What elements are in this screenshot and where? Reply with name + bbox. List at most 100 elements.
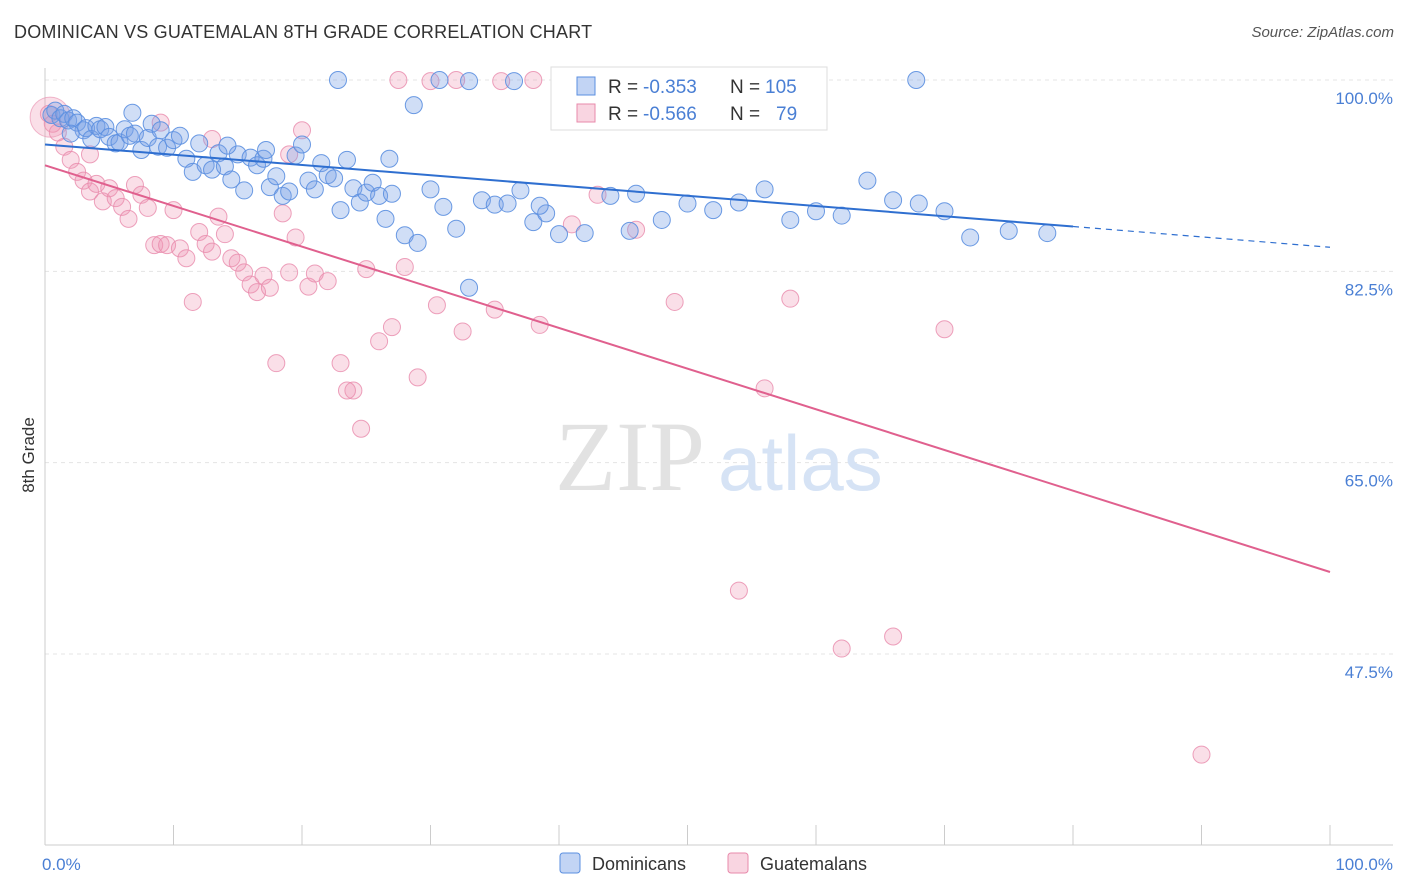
legend-r-label-1: R =	[608, 77, 638, 98]
dominican-point	[325, 169, 344, 188]
dominican-point	[260, 178, 279, 197]
guatemalan-point	[382, 318, 401, 337]
guatemalan-point	[331, 354, 350, 373]
dominicans-trend-extension	[1072, 225, 1331, 248]
dominican-point	[755, 180, 774, 199]
guatemalan-point	[138, 198, 157, 217]
dominican-point	[575, 224, 594, 243]
guatemalan-point	[389, 71, 408, 89]
dominican-point	[222, 170, 241, 189]
watermark-atlas: atlas	[718, 419, 883, 507]
dominican-point	[999, 221, 1018, 240]
dominican-point	[537, 204, 556, 223]
guatemalan-point	[151, 235, 170, 253]
dominican-point	[235, 181, 254, 200]
guatemalan-point	[228, 253, 247, 272]
guatemalan-point	[119, 209, 138, 228]
guatemalan-point	[665, 292, 684, 311]
dominican-point	[142, 114, 161, 133]
dominican-point	[96, 118, 115, 137]
dominican-point	[380, 149, 399, 168]
x-tick-label-min: 0.0%	[42, 855, 81, 874]
guatemalan-point	[267, 354, 286, 373]
dominican-point	[421, 180, 440, 199]
dominican-point	[909, 194, 928, 213]
guatemalan-point	[80, 182, 99, 201]
dominican-point	[293, 135, 311, 154]
dominican-point	[601, 186, 620, 205]
dominican-point	[363, 173, 382, 192]
dominican-point	[328, 71, 347, 89]
dominican-point	[350, 193, 369, 212]
dominican-point	[331, 201, 350, 220]
dominican-point	[550, 225, 568, 244]
legend-n-label-1: N =	[730, 77, 760, 98]
y-tick-label: 65.0%	[1345, 472, 1393, 491]
dominican-point	[652, 210, 671, 229]
guatemalan-point	[408, 368, 427, 387]
dominican-point	[123, 103, 142, 122]
dominican-point	[781, 210, 800, 229]
dominicans-points	[42, 71, 1057, 297]
dominican-point	[218, 136, 237, 155]
legend-n-value-2: 79	[776, 104, 797, 125]
dominican-point	[447, 219, 466, 238]
guatemalan-point	[344, 381, 363, 400]
dominican-point	[100, 127, 119, 146]
guatemalan-point	[337, 381, 356, 400]
legend-n-value-1: 105	[765, 77, 797, 98]
dominican-point	[678, 194, 697, 213]
legend-r-label-2: R =	[608, 104, 638, 125]
dominican-point	[305, 180, 324, 199]
dominican-point	[1038, 224, 1057, 243]
dominican-point	[404, 96, 423, 115]
guatemalan-point	[286, 228, 305, 247]
guatemalans-trend-line	[44, 164, 1331, 573]
guatemalan-point	[935, 320, 954, 339]
guatemalan-point	[280, 263, 299, 282]
guatemalan-point	[196, 235, 215, 253]
dominican-point	[832, 206, 851, 225]
guatemalan-point	[562, 215, 581, 234]
guatemalans-points	[29, 71, 1211, 764]
dominican-point	[620, 221, 639, 240]
dominican-point	[907, 71, 926, 89]
dominican-point	[729, 193, 748, 212]
guatemalan-point	[588, 185, 607, 204]
dominican-point	[68, 113, 87, 132]
axes	[44, 68, 1393, 846]
guatemalan-point	[352, 419, 371, 438]
dominican-point	[704, 201, 723, 220]
y-tick-label: 47.5%	[1345, 663, 1393, 682]
guatemalan-point	[80, 145, 99, 164]
dominican-point	[382, 184, 401, 203]
trend-lines	[44, 143, 1331, 573]
guatemalan-point	[280, 145, 299, 164]
watermark-zip: ZIP	[555, 401, 705, 512]
guatemalan-point	[299, 277, 318, 296]
guatemalan-point	[203, 242, 222, 261]
guatemalan-point	[273, 204, 292, 223]
guatemalan-point	[524, 71, 543, 89]
dominican-point	[961, 228, 980, 247]
bottom-legend-swatch-dominicans	[559, 852, 581, 874]
guatemalan-point	[395, 257, 414, 276]
guatemalan-point	[492, 72, 511, 91]
dominican-point	[511, 181, 530, 200]
guatemalan-point	[1192, 745, 1211, 764]
guatemalan-point	[427, 296, 446, 315]
dominican-point	[430, 71, 449, 89]
guatemalan-point	[370, 332, 389, 351]
dominican-point	[530, 196, 549, 215]
dominican-point	[170, 126, 189, 145]
series-legend: Dominicans Guatemalans	[559, 852, 867, 874]
y-tick-label: 100.0%	[1335, 89, 1393, 108]
dominican-point	[280, 182, 299, 201]
legend-n-label-2: N =	[730, 104, 760, 125]
guatemalan-point	[164, 201, 183, 220]
guatemalan-point	[421, 72, 440, 91]
y-tick-labels: 47.5% 65.0% 82.5% 100.0%	[1335, 89, 1393, 682]
dominican-point	[524, 213, 543, 232]
legend-swatch-dominicans	[576, 76, 596, 96]
legend-box	[550, 66, 828, 131]
